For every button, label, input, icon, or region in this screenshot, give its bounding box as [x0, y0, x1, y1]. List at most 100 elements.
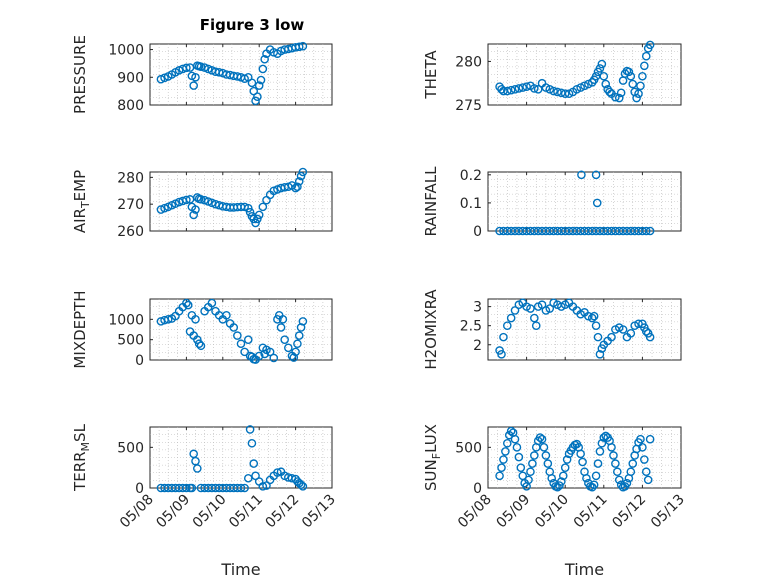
- data-point: [616, 480, 626, 490]
- data-point: [636, 434, 645, 444]
- data-point: [499, 455, 508, 464]
- data-point: [289, 353, 299, 362]
- data-point: [645, 226, 655, 236]
- data-point: [587, 313, 597, 323]
- data-point: [269, 353, 279, 363]
- data-point: [291, 347, 300, 357]
- data-point: [526, 467, 535, 477]
- data-point: [626, 467, 636, 477]
- data-point: [258, 202, 268, 212]
- data-point: [163, 315, 173, 324]
- y-tick-label: 280: [117, 170, 144, 186]
- y-axis-label: AIRTEMP: [71, 170, 92, 233]
- data-point: [245, 425, 255, 434]
- y-tick-label: 0.2: [460, 168, 482, 184]
- data-point: [260, 349, 269, 359]
- data-point: [265, 347, 275, 357]
- subplot-terr-msl: 0 500 TERRMSL 05/0805/0905/1005/1105/1205/1…: [71, 423, 339, 579]
- data-point: [528, 459, 537, 468]
- data-point: [278, 315, 288, 324]
- subplot-grid: 800 900 1000 PRESSURE 275 280 THETA 260 270 280 AI…: [71, 35, 688, 579]
- data-point: [518, 83, 528, 92]
- data-point: [182, 195, 191, 205]
- data-point: [182, 63, 191, 73]
- data-point: [591, 170, 601, 180]
- data-point: [531, 321, 541, 330]
- data-point: [577, 170, 586, 180]
- data-point: [530, 84, 539, 93]
- x-tick-label: 05/11: [226, 492, 266, 532]
- data-point: [560, 463, 570, 472]
- data-point: [506, 85, 516, 95]
- data-point: [609, 451, 618, 460]
- data-point: [236, 339, 246, 349]
- data-point: [591, 321, 601, 330]
- data-point: [595, 447, 605, 456]
- subplot-rainfall: 0 0.1 0.2 RAINFALL: [422, 166, 682, 240]
- data-point: [258, 64, 268, 74]
- data-point: [634, 89, 643, 98]
- data-point: [576, 449, 585, 459]
- x-axis-label: Time: [564, 560, 604, 579]
- x-tick-label: 05/13: [299, 492, 339, 532]
- y-tick-label: 1000: [108, 312, 144, 328]
- data-point: [541, 451, 551, 460]
- data-point: [645, 434, 655, 444]
- data-point: [553, 87, 562, 97]
- data-point: [296, 480, 306, 490]
- data-point: [189, 210, 198, 220]
- data-point: [558, 471, 568, 481]
- data-point: [626, 329, 636, 338]
- data-point: [207, 298, 217, 308]
- data-point: [249, 459, 259, 468]
- data-point: [196, 341, 206, 351]
- data-point: [258, 482, 268, 491]
- data-point: [298, 482, 308, 491]
- subplot-air-temp: 260 270 280 AIRTEMP: [71, 167, 333, 240]
- data-point: [607, 443, 616, 452]
- data-point: [545, 304, 555, 313]
- data-point: [193, 464, 202, 473]
- y-tick-label: 0: [473, 481, 482, 497]
- data-point: [510, 306, 520, 315]
- y-axis-label: TERRMSL: [71, 423, 92, 492]
- data-point: [578, 457, 587, 467]
- y-tick-label: 0.1: [460, 196, 482, 212]
- data-point: [624, 67, 634, 77]
- data-point: [273, 315, 282, 324]
- y-axis-label: THETA: [422, 50, 440, 100]
- data-point: [641, 327, 651, 336]
- data-point: [640, 455, 649, 464]
- data-point: [614, 93, 624, 103]
- data-point: [605, 87, 614, 97]
- x-tick-label: 05/08: [455, 492, 495, 532]
- data-point: [294, 42, 304, 52]
- data-point: [537, 434, 547, 444]
- data-point: [543, 459, 553, 468]
- data-point: [601, 79, 611, 89]
- data-point: [514, 452, 524, 462]
- data-point: [611, 92, 620, 102]
- y-tick-label: 500: [455, 440, 482, 456]
- x-tick-label: 05/11: [571, 492, 611, 532]
- data-point: [539, 443, 549, 452]
- y-tick-label: 3: [473, 300, 482, 316]
- data-point: [236, 483, 246, 493]
- x-tick-label: 05/09: [153, 492, 193, 532]
- data-point: [589, 480, 599, 490]
- data-point: [522, 82, 531, 91]
- data-point: [526, 304, 535, 313]
- data-point: [562, 455, 572, 464]
- y-tick-label: 800: [117, 98, 144, 114]
- data-point: [641, 467, 651, 477]
- data-point: [191, 315, 200, 324]
- data-point: [618, 325, 628, 334]
- data-point: [502, 438, 512, 448]
- data-point: [634, 319, 643, 329]
- data-point: [293, 339, 302, 349]
- data-point: [632, 93, 641, 103]
- data-point: [243, 473, 253, 483]
- y-tick-label: 2.5: [460, 319, 482, 335]
- data-point: [510, 85, 520, 94]
- data-point: [587, 482, 597, 492]
